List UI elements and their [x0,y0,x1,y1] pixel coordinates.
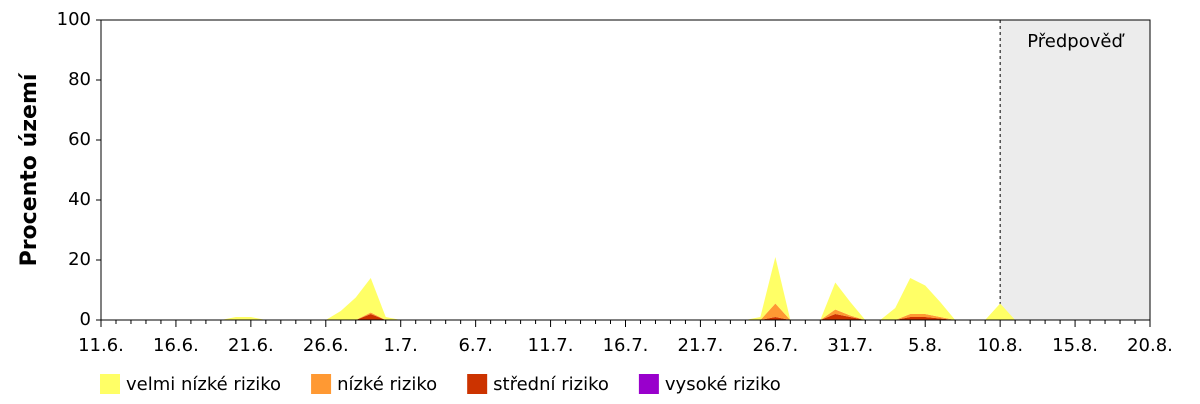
legend-swatch [638,374,659,394]
legend-swatch [100,374,120,394]
plot-frame [100,19,1151,321]
x-tick-label: 11.6. [78,335,124,356]
y-tick-label: 100 [57,9,91,30]
legend-label: nízké riziko [337,374,437,395]
legend-swatch [311,374,332,394]
legend-label: střední riziko [493,374,609,395]
x-tick-label: 16.6. [153,335,199,356]
y-tick-label: 40 [68,189,91,210]
forecast-region [1000,20,1150,320]
x-tick-label: 10.8. [977,335,1023,356]
y-axis-title: Procento území [17,72,42,266]
area [101,257,1150,320]
y-tick-label: 60 [68,129,91,150]
x-tick-label: 31.7. [827,335,873,356]
legend-label: velmi nízké riziko [126,374,281,395]
legend-swatch [467,374,488,394]
x-tick-label: 1.7. [384,335,418,356]
x-tick-label: 16.7. [603,335,649,356]
y-tick-label: 20 [68,249,91,270]
x-tick-label: 21.7. [678,335,724,356]
x-tick-label: 11.7. [528,335,574,356]
x-tick-label: 6.7. [458,335,492,356]
x-tick-label: 26.7. [752,335,798,356]
x-tick-label: 5.8. [908,335,942,356]
legend-label: vysoké riziko [665,374,781,395]
x-tick-label: 26.6. [303,335,349,356]
x-tick-label: 20.8. [1127,335,1173,356]
area [101,314,1150,320]
forecast-label: Předpověď [1027,31,1125,52]
x-tick-label: 15.8. [1052,335,1098,356]
y-tick-label: 0 [80,309,91,330]
y-tick-label: 80 [68,69,91,90]
x-tick-label: 21.6. [228,335,274,356]
